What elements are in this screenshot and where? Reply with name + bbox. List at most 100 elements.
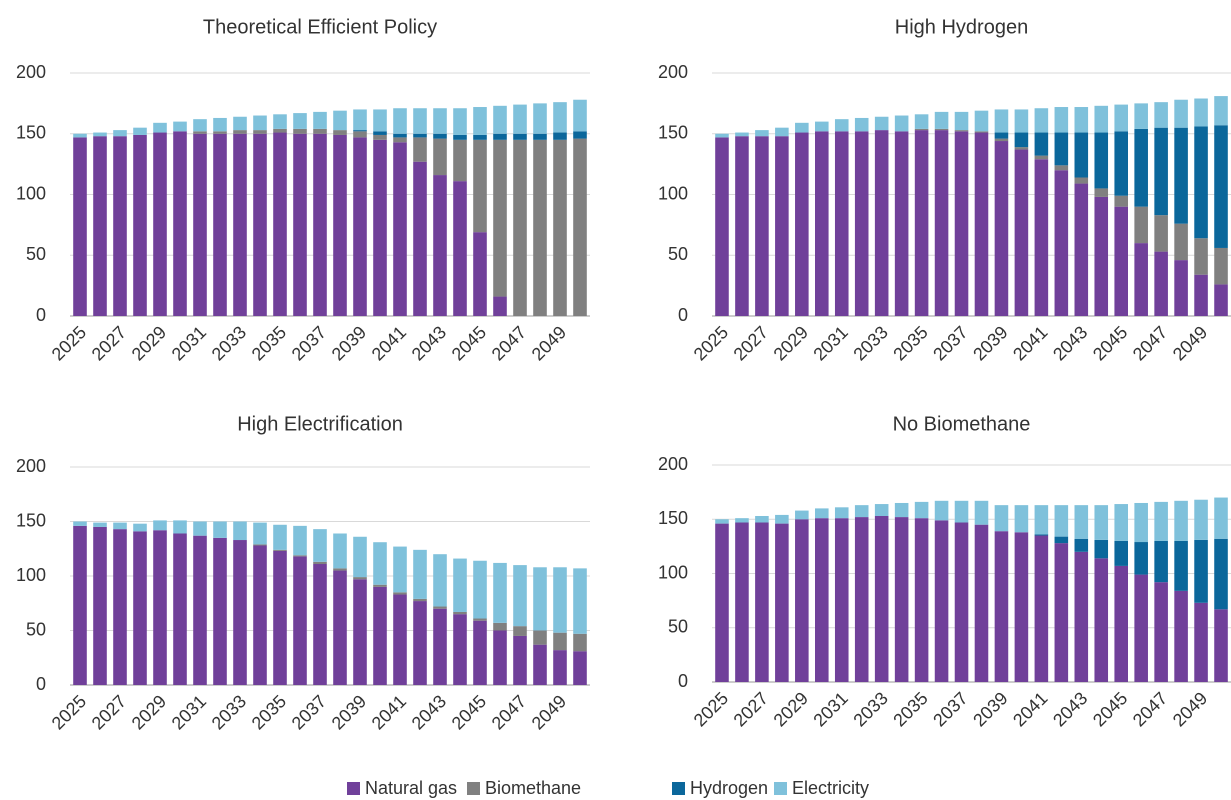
bar-segment xyxy=(1014,149,1029,316)
bar-segment xyxy=(493,296,507,316)
bar-segment xyxy=(954,111,969,131)
bar-segment xyxy=(353,131,367,138)
bar-segment xyxy=(553,650,567,685)
bar-segment xyxy=(433,554,447,607)
x-tick-label: 2027 xyxy=(88,691,130,733)
bar-segment xyxy=(1014,132,1029,148)
bar-segment xyxy=(313,128,327,134)
bar-segment xyxy=(373,139,387,316)
bar-segment xyxy=(795,519,809,682)
bar-segment xyxy=(994,132,1009,139)
bar-segment xyxy=(815,121,829,132)
bar-segment xyxy=(1174,99,1188,128)
bar-segment xyxy=(1154,215,1168,252)
bar-segment xyxy=(473,107,487,135)
bar-segment xyxy=(874,504,889,516)
chart-title: High Hydrogen xyxy=(895,16,1028,38)
bar-segment xyxy=(755,522,769,682)
x-tick-label: 2033 xyxy=(208,691,250,733)
x-tick-label: 2025 xyxy=(690,322,732,364)
bar-segment xyxy=(1054,132,1069,166)
bar-segment xyxy=(954,522,969,682)
bar-segment xyxy=(1094,539,1109,559)
bar-segment xyxy=(1074,177,1089,184)
bar-segment xyxy=(353,130,367,132)
bar-segment xyxy=(1074,505,1089,539)
bar-segment xyxy=(333,533,347,569)
bar-segment xyxy=(573,568,587,634)
bar-segment xyxy=(393,142,407,316)
x-tick-label: 2039 xyxy=(969,322,1011,364)
legend-swatch xyxy=(347,782,360,795)
bar-segment xyxy=(1214,247,1228,285)
bar-segment xyxy=(934,520,949,682)
bar-segment xyxy=(1134,206,1148,244)
bar-segment xyxy=(113,529,127,685)
bar-segment xyxy=(253,133,267,316)
bar-segment xyxy=(1174,590,1188,682)
x-tick-label: 2043 xyxy=(408,691,450,733)
x-tick-label: 2049 xyxy=(1169,688,1211,730)
bar-segment xyxy=(433,606,447,609)
bar-segment xyxy=(73,137,87,316)
bar-segment xyxy=(974,524,989,682)
bar-segment xyxy=(253,522,267,545)
bar-segment xyxy=(934,130,949,316)
bar-segment xyxy=(133,134,147,316)
bar-segment xyxy=(795,132,809,316)
bar-segment xyxy=(293,133,307,316)
bar-segment xyxy=(874,130,889,316)
bar-segment xyxy=(433,133,447,139)
bar-segment xyxy=(1034,534,1049,536)
bar-segment xyxy=(1094,505,1109,540)
chart-title: Theoretical Efficient Policy xyxy=(203,16,437,38)
bar-segment xyxy=(1134,502,1148,543)
x-tick-label: 2029 xyxy=(128,691,170,733)
bar-segment xyxy=(453,181,467,316)
x-tick-label: 2039 xyxy=(328,322,370,364)
bar-segment xyxy=(273,550,287,685)
y-tick-label: 50 xyxy=(26,619,46,639)
bar-segment xyxy=(393,594,407,685)
bar-segment xyxy=(213,537,227,685)
bar-segment xyxy=(715,133,729,138)
bar-segment xyxy=(453,108,467,135)
x-tick-label: 2033 xyxy=(849,688,891,730)
x-tick-label: 2029 xyxy=(770,322,812,364)
bar-segment xyxy=(433,175,447,316)
bar-segment xyxy=(253,115,267,131)
bar-segment xyxy=(233,133,247,316)
bar-segment xyxy=(133,127,147,135)
bar-segment xyxy=(73,525,87,685)
bar-segment xyxy=(553,132,567,140)
bar-segment xyxy=(393,108,407,134)
bar-segment xyxy=(473,620,487,685)
bar-segment xyxy=(894,502,909,518)
bar-segment xyxy=(755,130,769,137)
bar-segment xyxy=(133,523,147,532)
x-tick-label: 2045 xyxy=(448,322,490,364)
bar-segment xyxy=(573,651,587,685)
bar-segment xyxy=(1194,238,1208,275)
bar-segment xyxy=(1114,504,1128,541)
bar-segment xyxy=(293,555,307,557)
bar-segment xyxy=(1214,96,1228,126)
bar-segment xyxy=(1054,170,1069,316)
bar-segment xyxy=(273,132,287,316)
bar-segment xyxy=(373,134,387,140)
bar-segment xyxy=(1014,532,1029,682)
y-tick-label: 0 xyxy=(36,674,46,694)
bar-segment xyxy=(934,128,949,131)
bar-segment xyxy=(1154,251,1168,316)
bar-segment xyxy=(493,139,507,297)
bar-segment xyxy=(513,565,527,627)
bar-segment xyxy=(1154,102,1168,128)
bar-segment xyxy=(193,119,207,132)
bar-segment xyxy=(113,130,127,137)
bar-segment xyxy=(1034,108,1049,133)
bar-segment xyxy=(1154,582,1168,682)
y-tick-label: 0 xyxy=(678,671,688,691)
bar-segment xyxy=(93,132,107,137)
bar-segment xyxy=(1214,609,1228,682)
bar-segment xyxy=(974,131,989,133)
